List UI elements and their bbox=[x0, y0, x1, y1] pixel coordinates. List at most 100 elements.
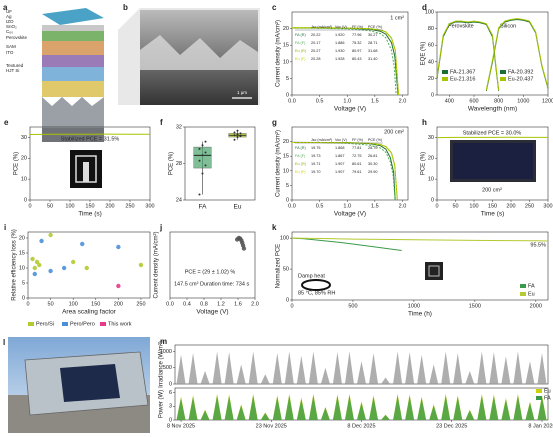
spike bbox=[176, 398, 186, 420]
plot-frame bbox=[291, 231, 549, 301]
x-tick-label: 8 Dec 2025 bbox=[347, 423, 375, 429]
annotation: Stabilized PCE = 30.0% bbox=[463, 130, 522, 136]
table-cell: 19.71 bbox=[311, 162, 321, 166]
point bbox=[204, 164, 207, 167]
y-axis-label: Current density (mA/cm²) bbox=[276, 130, 282, 197]
spike bbox=[393, 395, 403, 420]
spike bbox=[272, 353, 282, 384]
annotation: 147.5 cm² Duration time: 734 s bbox=[174, 281, 249, 287]
table-cell: 80.43 bbox=[352, 57, 362, 61]
x-tick-label: 0 bbox=[26, 301, 29, 307]
x-tick-label: 0.0 bbox=[166, 301, 174, 307]
y-tick-label: 0 bbox=[169, 381, 172, 387]
table-cell: 1.907 bbox=[335, 170, 345, 174]
table-cell: 1.868 bbox=[335, 146, 345, 150]
legend-label: FA-20.392 bbox=[508, 69, 533, 75]
x-tick-label: FA bbox=[199, 204, 208, 211]
table-header: Jsc (mA/cm²) bbox=[311, 138, 332, 142]
table-cell: 20.17 bbox=[311, 41, 321, 45]
spike bbox=[272, 396, 282, 420]
y-tick-label: 0 bbox=[431, 197, 434, 203]
spike bbox=[441, 351, 451, 384]
spike bbox=[405, 395, 415, 420]
y-axis-label: PCE (%) bbox=[169, 152, 175, 175]
spike bbox=[308, 395, 318, 420]
spike bbox=[477, 351, 487, 384]
series-line bbox=[436, 20, 500, 91]
point bbox=[236, 136, 239, 139]
legend-swatch bbox=[500, 70, 506, 74]
annotation: 200 cm² bbox=[384, 129, 404, 135]
y-tick-label: 5 bbox=[22, 280, 25, 286]
table-cell: 28.71 bbox=[368, 41, 378, 45]
x-tick-label: 200 bbox=[506, 203, 515, 209]
annotation: Perovskite bbox=[448, 23, 474, 29]
y-axis-label: Normalized PCE bbox=[276, 244, 282, 288]
spike bbox=[344, 395, 354, 420]
table-cell: 77.81 bbox=[352, 146, 362, 150]
table-cell: 28.70 bbox=[368, 146, 378, 150]
legend-label: Eu-21.316 bbox=[450, 76, 475, 82]
x-tick-label: 1.5 bbox=[371, 203, 379, 209]
point bbox=[236, 133, 239, 136]
legend-swatch bbox=[62, 322, 68, 326]
y-tick-label: 30 bbox=[21, 135, 27, 141]
y-tick-label: 15 bbox=[19, 250, 25, 256]
x-tick-label: 1.0 bbox=[343, 203, 351, 209]
annotation: PCE = (29 ± 1.02) % bbox=[185, 269, 236, 275]
y-tick-label: 5 bbox=[286, 76, 289, 82]
box bbox=[193, 146, 212, 169]
spike bbox=[417, 354, 427, 384]
legend-label: FA-21.367 bbox=[450, 69, 475, 75]
table-cell: 20.28 bbox=[311, 57, 321, 61]
spike bbox=[212, 395, 222, 420]
layer-label: C₆₀ bbox=[6, 29, 13, 34]
y-tick-label: 6 bbox=[169, 390, 172, 396]
x-tick-label: 300 bbox=[145, 203, 154, 209]
legend-label: Pero/Pero bbox=[70, 321, 95, 327]
x-tick-label: 23 Nov 2025 bbox=[256, 423, 287, 429]
y-tick-label: 20 bbox=[428, 76, 434, 82]
x-tick-label: 1.5 bbox=[371, 98, 379, 104]
point bbox=[34, 259, 40, 265]
x-tick-label: 100 bbox=[65, 203, 74, 209]
sem-image bbox=[118, 8, 260, 105]
table-header: FF (%) bbox=[352, 138, 363, 142]
layer-label: UF bbox=[6, 9, 12, 14]
panel-letter: m bbox=[160, 337, 167, 346]
x-tick-label: 0.8 bbox=[200, 301, 208, 307]
table-cell: 31.68 bbox=[368, 49, 378, 53]
series-line bbox=[291, 27, 399, 96]
spike bbox=[369, 353, 379, 384]
table-header: PCE (%) bbox=[368, 25, 382, 29]
point bbox=[198, 147, 201, 150]
y-tick-label: 100 bbox=[280, 236, 289, 242]
point bbox=[204, 140, 207, 143]
table-cell: 1.886 bbox=[335, 41, 345, 45]
y-tick-label: 30 bbox=[428, 135, 434, 141]
panel-letter: c bbox=[272, 3, 277, 12]
table-cell: Eu (R) bbox=[295, 49, 307, 53]
y-tick-label: 60 bbox=[428, 43, 434, 49]
point bbox=[30, 256, 35, 262]
table-cell: 80.61 bbox=[352, 162, 362, 166]
x-tick-label: 250 bbox=[525, 203, 534, 209]
spike bbox=[429, 364, 439, 384]
y-axis-label: EQE (%) bbox=[421, 42, 427, 66]
legend-swatch bbox=[536, 389, 542, 393]
series-line bbox=[291, 237, 402, 252]
panel-letter: j bbox=[159, 223, 162, 232]
x-tick-label: 50 bbox=[48, 301, 54, 307]
x-tick-label: 0.5 bbox=[316, 98, 324, 104]
spike bbox=[501, 356, 511, 384]
y-axis-label: Relative efficiency loss (%) bbox=[12, 229, 18, 301]
x-axis-label: Area scaling factor bbox=[62, 309, 117, 316]
scale-bar-label: 1 μm bbox=[237, 90, 247, 95]
y-tick-label: 80 bbox=[428, 26, 434, 32]
plot-frame bbox=[291, 11, 409, 96]
y-tick-label: 20 bbox=[283, 139, 289, 145]
panel-letter: h bbox=[422, 118, 427, 127]
y-tick-label: 5 bbox=[286, 183, 289, 189]
spike bbox=[236, 364, 246, 384]
y-tick-label: 28 bbox=[176, 161, 182, 167]
